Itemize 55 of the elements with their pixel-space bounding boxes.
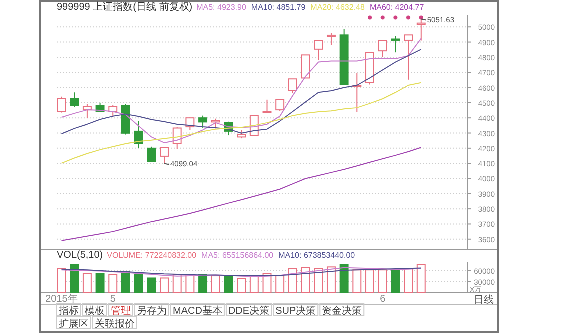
bar: [237, 278, 246, 294]
bar: [108, 274, 118, 294]
bar: [301, 267, 310, 294]
bar: [224, 276, 234, 294]
text: 资金决策: [322, 305, 362, 317]
line-series: [61, 38, 422, 144]
bar: [147, 278, 156, 294]
bar: [288, 268, 298, 294]
bar: [276, 276, 285, 294]
candlestick: [391, 36, 400, 54]
text: 模板: [85, 305, 105, 317]
bar: [340, 264, 349, 294]
series-label: MA5: 655156864.00: [202, 251, 274, 260]
bar: [57, 268, 66, 294]
series-label: VOLUME: 772240832.00: [107, 251, 198, 260]
x-tick-label: 6: [380, 294, 386, 305]
chart-title: 999999 上证指数(日线 前复权): [57, 1, 193, 13]
bar: [352, 270, 362, 294]
text: 管理: [111, 306, 131, 317]
bar: [160, 278, 169, 294]
chart-title: VOL(5,10): [57, 250, 104, 261]
line-series: [61, 147, 422, 242]
bar: [250, 276, 259, 294]
text: MA60: 4204.77: [370, 3, 425, 12]
text: 指标: [58, 305, 79, 317]
bar: [70, 264, 80, 294]
text: 扩展区: [59, 318, 89, 330]
bar: [134, 274, 144, 294]
bar: [96, 273, 105, 294]
text: MA20: 4632.48: [310, 3, 366, 12]
bar: [404, 268, 414, 294]
bar: [366, 270, 374, 294]
text: DDE决策: [228, 305, 270, 317]
series-label: MA10: 673853440.00: [278, 251, 356, 260]
bar: [198, 274, 208, 294]
candlestick: [134, 120, 144, 149]
text: SUP决策: [276, 305, 316, 317]
text: 另存为: [137, 305, 167, 317]
x-tick-label: 5: [110, 294, 116, 305]
text: 日线: [474, 294, 494, 306]
text: 关联报价: [95, 318, 135, 330]
text: MA5: 4923.90: [196, 3, 247, 12]
bar: [121, 271, 130, 294]
text: MA10: 4851.79: [251, 3, 306, 12]
text: MACD基本: [173, 305, 222, 317]
bar: [314, 268, 324, 294]
bar: [416, 264, 426, 294]
bar: [378, 270, 388, 294]
bar: [172, 274, 182, 294]
x-tick-label: 2015年: [46, 293, 78, 305]
bar: [391, 270, 400, 294]
bar: [82, 273, 92, 294]
bar: [326, 266, 336, 294]
bar: [186, 274, 195, 294]
bar: [211, 276, 220, 294]
